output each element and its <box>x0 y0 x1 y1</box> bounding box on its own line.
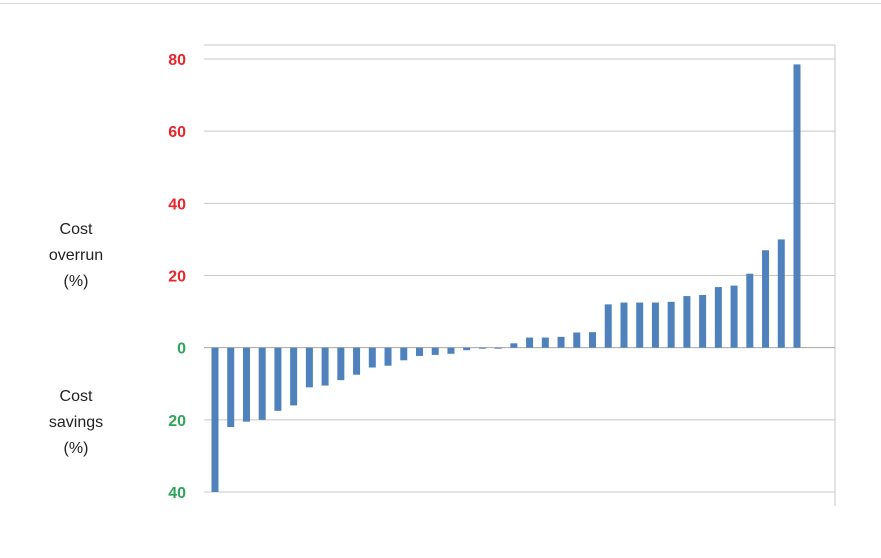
bar <box>415 347 423 356</box>
bar <box>494 347 502 349</box>
y-tick-label: 80 <box>168 52 186 69</box>
y-label-overrun-line-1: Cost <box>59 221 93 238</box>
bar <box>699 294 707 348</box>
bar <box>620 302 628 348</box>
bar <box>636 302 644 348</box>
y-tick-label: 20 <box>168 269 186 286</box>
y-label-overrun-line-3: (%) <box>63 273 89 290</box>
bar <box>227 347 235 428</box>
gridlines <box>204 44 836 506</box>
bar <box>368 347 376 368</box>
bar <box>337 347 345 381</box>
bar <box>589 332 597 348</box>
y-tick-labels: 80 60 40 20 0 20 40 <box>168 52 186 502</box>
bar <box>604 304 612 348</box>
bar <box>557 336 565 348</box>
bar <box>651 302 659 348</box>
bar <box>746 273 754 348</box>
bar <box>714 287 722 348</box>
bar <box>793 64 801 348</box>
bar <box>258 347 266 420</box>
y-label-savings-line-3: (%) <box>63 440 89 457</box>
bar <box>321 347 329 386</box>
y-tick-label: 60 <box>168 124 186 141</box>
bar <box>242 347 250 422</box>
bar <box>211 347 219 492</box>
bar <box>667 301 675 348</box>
y-tick-label: 40 <box>168 485 186 502</box>
bar <box>526 337 534 348</box>
bar <box>400 347 408 361</box>
y-tick-label: 20 <box>168 413 186 430</box>
y-label-savings-line-2: savings <box>48 414 104 431</box>
bar <box>463 347 471 351</box>
y-label-savings-line-1: Cost <box>59 388 93 405</box>
bars <box>211 64 801 492</box>
y-label-overrun-line-2: overrun <box>48 247 104 264</box>
bar <box>730 285 738 348</box>
bar <box>274 347 282 411</box>
y-tick-label: 0 <box>177 341 186 358</box>
bar <box>431 347 439 355</box>
top-rule <box>0 3 881 4</box>
bar <box>683 296 691 348</box>
bar <box>573 332 581 348</box>
bar <box>305 347 313 388</box>
bar <box>290 347 298 406</box>
bar <box>510 343 518 348</box>
y-axis-label-overrun: Cost overrun (%) <box>28 217 124 295</box>
bar <box>384 347 392 366</box>
bar <box>541 337 549 348</box>
y-axis-label-savings: Cost savings (%) <box>28 384 124 462</box>
bar <box>478 347 486 349</box>
bar <box>353 347 361 375</box>
y-tick-label: 40 <box>168 196 186 213</box>
bar <box>447 347 455 354</box>
bar <box>777 239 785 348</box>
bar <box>762 250 770 348</box>
